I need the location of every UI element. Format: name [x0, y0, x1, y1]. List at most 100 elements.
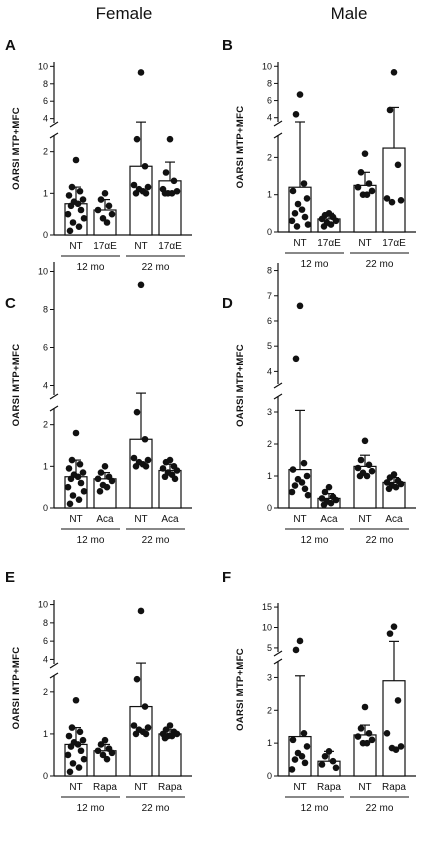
data-point [137, 607, 145, 615]
data-point [108, 477, 116, 485]
data-point [99, 751, 107, 759]
data-point [74, 473, 82, 481]
category-label: NT [134, 782, 147, 793]
data-point [65, 465, 73, 472]
data-point [162, 458, 170, 466]
data-point [320, 223, 328, 230]
data-point [303, 472, 311, 480]
y-tick-label: 6 [43, 343, 48, 353]
bar [382, 147, 406, 233]
data-point [294, 200, 302, 208]
data-point [361, 150, 369, 157]
panel-d: D OARSI MTP+MFC 0 1 2 3 4 5 6 7 8 NT Aca NT Aca 12 mo 22… [222, 263, 416, 546]
data-point [327, 221, 335, 228]
data-point [365, 729, 373, 737]
y-tick-label: 8 [43, 305, 48, 315]
data-point [132, 463, 140, 470]
data-point [368, 736, 376, 744]
group-label: 22 mo [366, 259, 394, 270]
data-point [329, 757, 337, 765]
category-label: NT [69, 782, 82, 793]
bar [129, 705, 153, 777]
data-point [72, 429, 80, 437]
y-tick-label: 0 [267, 503, 272, 513]
axis-break-mark [49, 121, 59, 128]
data-point [394, 697, 402, 704]
data-point [397, 480, 405, 488]
bar [129, 438, 153, 509]
group-label: 22 mo [366, 535, 394, 546]
data-point [332, 217, 340, 225]
data-point [291, 210, 299, 217]
data-point [141, 435, 149, 443]
data-point [162, 169, 170, 176]
data-point [363, 739, 371, 747]
data-point [318, 761, 326, 768]
data-point [300, 729, 308, 737]
data-point [144, 183, 152, 191]
y-axis-label: OARSI MTP+MFC [11, 107, 22, 190]
data-point [301, 485, 309, 493]
axis-break-mark [49, 662, 59, 669]
data-point [97, 741, 105, 748]
y-tick-label: 1 [43, 729, 48, 739]
panel-e: E OARSI MTP+MFC 0 1 2 4 6 8 10 NT Rapa NT Rapa 12 mo 2… [5, 569, 192, 814]
data-point [64, 210, 72, 218]
data-point [133, 675, 141, 683]
y-tick-label: 3 [267, 407, 272, 417]
panel-a: A OARSI MTP+MFC 0 1 2 4 6 8 10 NT 17αE NT 17αE 12 mo 2… [5, 37, 192, 273]
data-point [170, 177, 178, 185]
data-point [168, 732, 176, 740]
data-point [383, 479, 391, 486]
data-point [356, 472, 364, 480]
data-point [159, 465, 167, 472]
axis-break-mark [49, 672, 59, 679]
axis-break-mark [273, 382, 283, 389]
data-point [69, 760, 77, 767]
y-tick-label: 10 [38, 267, 48, 277]
data-point [101, 190, 109, 197]
data-point [94, 475, 102, 483]
data-point [354, 464, 362, 472]
data-point [301, 213, 309, 221]
data-point [296, 91, 304, 98]
data-point [142, 730, 150, 738]
panel-label: D [222, 295, 233, 312]
y-tick-label: 0 [267, 771, 272, 781]
y-tick-label: 2 [43, 147, 48, 157]
data-point [394, 161, 402, 169]
y-tick-label: 8 [43, 79, 48, 89]
data-point [65, 192, 73, 199]
data-point [94, 747, 102, 755]
data-point [365, 461, 373, 469]
group-label: 12 mo [301, 803, 329, 814]
category-label: 17αE [317, 238, 341, 249]
data-point [79, 469, 87, 476]
data-point [292, 355, 300, 363]
data-point [293, 223, 301, 230]
y-tick-label: 8 [43, 618, 48, 628]
axis-break-mark [273, 393, 283, 400]
data-point [166, 135, 174, 143]
data-point [67, 202, 75, 210]
y-axis-label: OARSI MTP+MFC [11, 647, 22, 730]
data-point [357, 725, 365, 732]
category-label: Rapa [93, 782, 117, 793]
axis-break-mark [49, 132, 59, 139]
data-point [298, 479, 306, 486]
group-label: 12 mo [77, 262, 105, 273]
y-tick-label: 4 [267, 113, 272, 123]
group-label: 12 mo [301, 259, 329, 270]
data-point [296, 302, 304, 310]
data-point [383, 729, 391, 737]
data-point [161, 734, 169, 742]
data-point [325, 748, 333, 755]
data-point [392, 483, 400, 491]
axis-break-mark [273, 120, 283, 127]
data-point [298, 206, 306, 213]
male-header: Male [331, 4, 368, 23]
data-point [79, 196, 87, 203]
data-point [357, 456, 365, 464]
category-label: Aca [96, 514, 114, 525]
